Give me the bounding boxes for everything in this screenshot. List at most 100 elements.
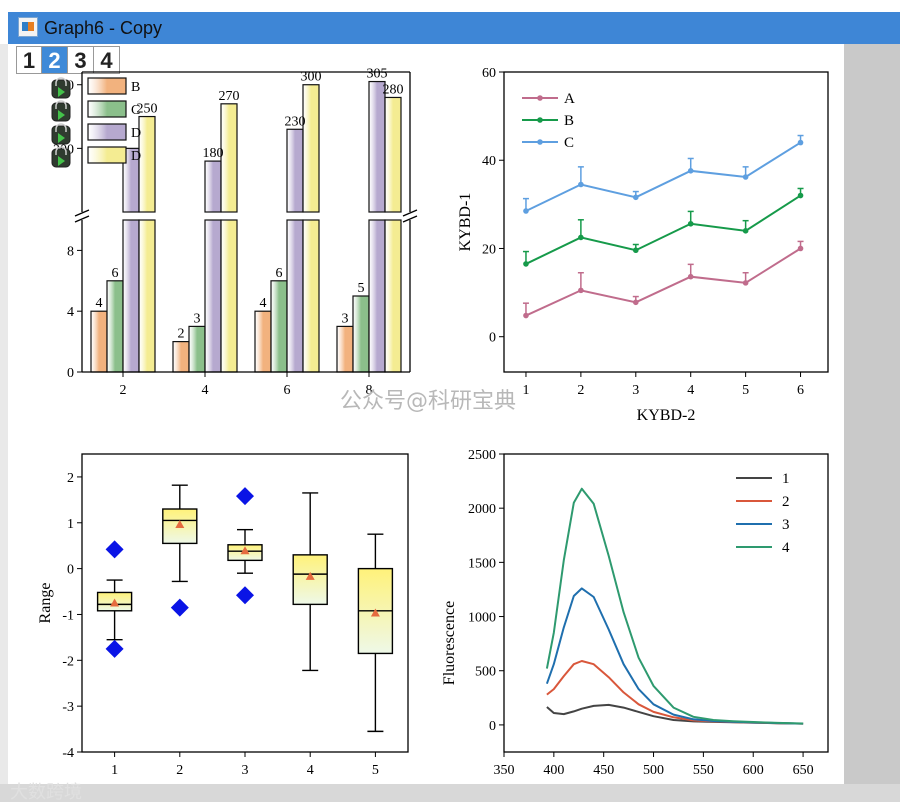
bar-B-6 [254, 310, 272, 373]
x-tick-label: 4 [202, 383, 209, 398]
bar-D-6-lower [286, 219, 304, 373]
bar-D-4-lower [204, 219, 222, 373]
data-point [742, 228, 749, 234]
bar-data-label: 300 [301, 70, 322, 85]
legend-label: 1 [782, 471, 790, 487]
bar-C-4 [188, 325, 206, 373]
bar-D-4-lower [220, 219, 238, 373]
play-icon [58, 133, 65, 143]
layer-tab-1[interactable]: 1 [16, 46, 42, 74]
y-tick-label: 0 [67, 563, 74, 578]
bar-data-label: 305 [367, 67, 388, 82]
axis-break-gap [76, 213, 418, 219]
lock-icon [51, 148, 71, 168]
data-point [578, 234, 584, 241]
break-mark [402, 215, 418, 223]
bar-D-6-lower [302, 219, 320, 373]
y-axis-title: KYBD-1 [457, 193, 474, 252]
outlier-marker [236, 487, 254, 506]
legend-label: B [131, 80, 140, 95]
legend-swatch-D [87, 123, 127, 141]
y-tick-label: 8 [67, 244, 74, 259]
legend-label: A [564, 91, 575, 107]
legend-label: 4 [782, 540, 790, 556]
y-tick-label: 1 [67, 517, 74, 532]
lock-icon [51, 79, 71, 99]
plot-frame [503, 71, 829, 373]
y-tick-label: 60 [482, 66, 496, 81]
y-tick-label: 0 [489, 719, 496, 734]
bar-D-2-upper [138, 115, 156, 213]
lock-icon-shackle [55, 146, 67, 155]
bar-data-label: 230 [285, 114, 306, 129]
data-point [632, 194, 639, 201]
plot-frame [503, 453, 829, 753]
y-tick-label: 2500 [468, 448, 496, 463]
bar-C-6 [270, 280, 288, 373]
data-point [523, 261, 529, 267]
y-tick-label: 500 [475, 665, 496, 680]
layer-tab-2[interactable]: 2 [42, 46, 68, 74]
bar-C-2 [106, 280, 124, 373]
bar-data-label: 5 [358, 281, 365, 296]
bar-C-8 [352, 295, 370, 373]
y-tick-label: 40 [482, 154, 496, 169]
y-axis-title: Range [37, 583, 54, 624]
series-line-B [525, 194, 802, 265]
x-tick-label: 650 [793, 763, 814, 778]
legend-swatch-D [87, 146, 127, 164]
bar-data-label: 250 [137, 102, 158, 117]
mean-marker [175, 520, 185, 529]
x-tick-label: 500 [643, 763, 664, 778]
bar-B-8 [336, 325, 354, 373]
break-mark [74, 215, 90, 223]
x-tick-label: 550 [693, 763, 714, 778]
y-tick-label: -2 [62, 654, 74, 669]
bar-D-2-lower [138, 219, 156, 373]
break-mark [74, 209, 90, 217]
line-chart-with-errorbars[interactable]: 0 20 40 60 1 2 3 4 5 6 KYBD-2 KYBD-1 ABC [440, 60, 844, 430]
bar-D-6-upper [286, 128, 304, 213]
layer-tab-3[interactable]: 3 [68, 46, 94, 74]
x-tick-label: 400 [543, 763, 564, 778]
legend-swatch-B [87, 77, 127, 95]
layer-tab-4[interactable]: 4 [94, 46, 120, 74]
x-tick-label: 6 [284, 383, 291, 398]
fluorescence-line-chart[interactable]: 0 500 1000 1500 2000 2500 350 400 450 500 550 600 65… [440, 440, 844, 784]
y-tick-label: -3 [62, 700, 74, 715]
x-tick-label: 6 [797, 383, 804, 398]
spectrum-line-3 [545, 587, 804, 725]
y-tick-label: -4 [62, 746, 74, 761]
legend-label: C [564, 135, 574, 151]
bar-D-4-upper [220, 103, 238, 213]
bar-D-8-lower [384, 219, 402, 373]
bar-D-6-upper [302, 84, 320, 213]
window-titlebar[interactable]: Graph6 - Copy [0, 0, 900, 44]
y-tick-label: -1 [62, 608, 74, 623]
x-tick-label: 3 [632, 383, 639, 398]
bar-data-label: 270 [219, 89, 240, 104]
x-tick-label: 3 [242, 763, 249, 778]
x-tick-label: 4 [307, 763, 314, 778]
y-axis-title: Fluorescence [441, 601, 458, 685]
data-point [523, 312, 529, 319]
data-point [632, 247, 639, 254]
bar-D-8-upper [368, 80, 386, 213]
legend-marker [537, 95, 543, 101]
bar-data-label: 4 [96, 296, 103, 311]
data-point [687, 273, 694, 280]
bar-data-label: 280 [383, 82, 404, 97]
graph-window-icon [18, 17, 38, 37]
window-title: Graph6 - Copy [44, 18, 163, 38]
legend-swatch-C [87, 100, 127, 118]
lock-icon-shackle [55, 100, 67, 109]
box-plot-chart[interactable]: -4 -3 -2 -1 0 1 2 1 2 3 4 5 Range [0, 440, 440, 784]
play-icon [58, 87, 65, 97]
data-point [742, 280, 749, 286]
x-tick-label: 8 [366, 383, 373, 398]
bar-data-label: 180 [203, 146, 224, 161]
y-tick-label: 0 [67, 366, 74, 381]
data-point [687, 220, 694, 227]
y-tick-label: 2 [67, 471, 74, 486]
